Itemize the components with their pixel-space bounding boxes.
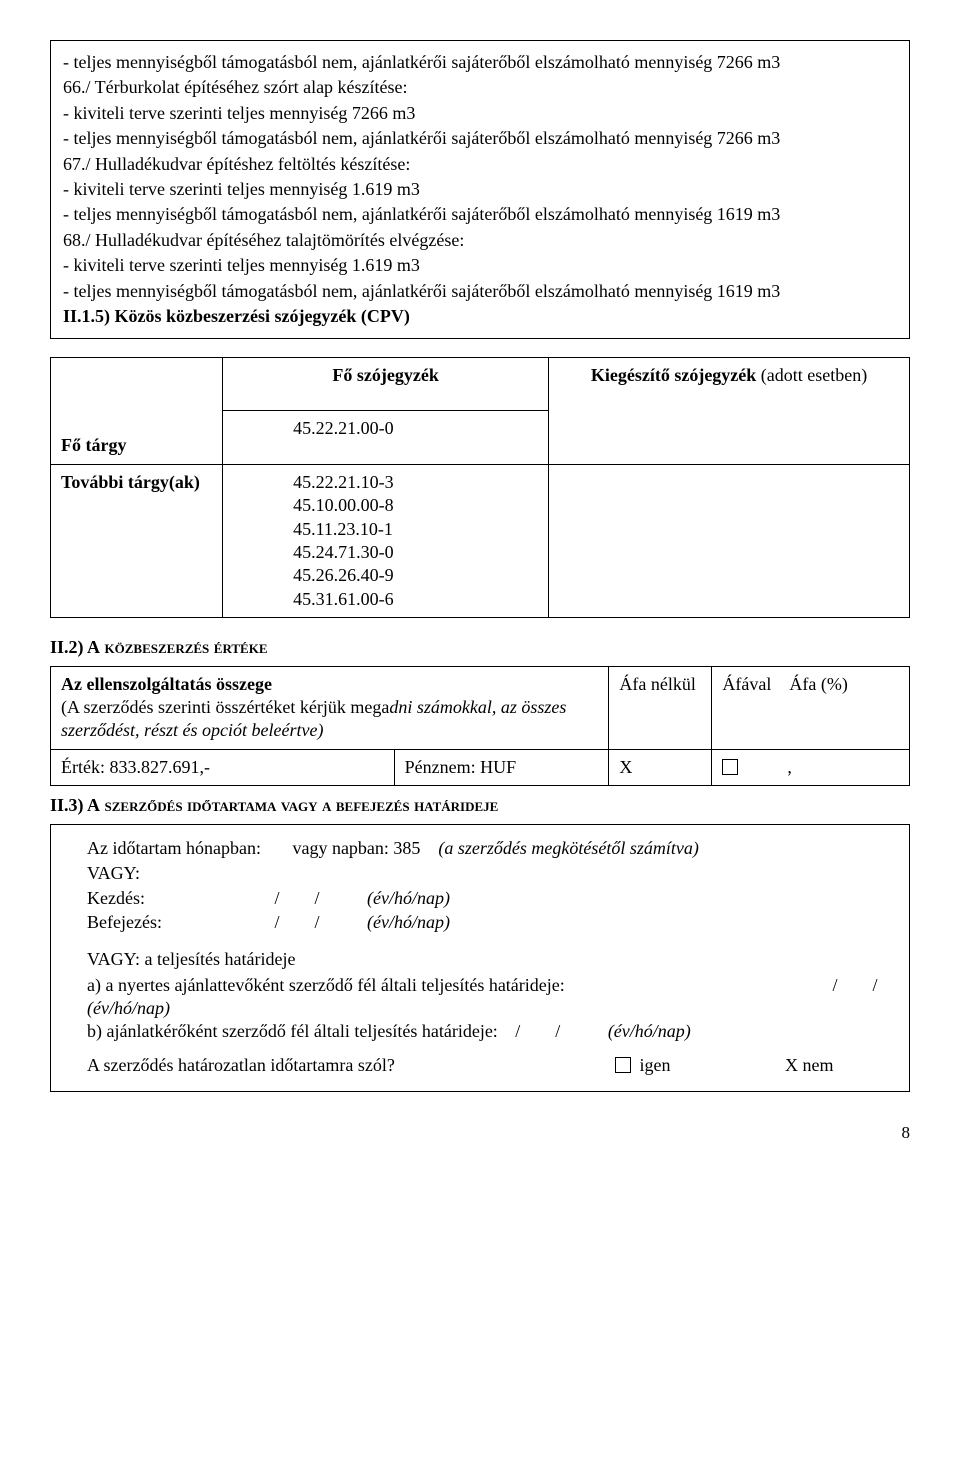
cpv-table: Fő tárgy Fő szójegyzék Kiegészítő szójeg…: [51, 358, 909, 617]
afa-nelkul-header: Áfa nélkül: [609, 666, 712, 749]
vagy2-label: VAGY: a teljesítés határideje: [87, 948, 895, 971]
duration-content: Az időtartam hónapban: vagy napban: 385 …: [87, 837, 895, 1078]
kezdes-row: Kezdés: / / (év/hó/nap): [87, 887, 895, 910]
section3-heading: II.3) A szerződés időtartama vagy a befe…: [50, 794, 910, 817]
checkbox-icon[interactable]: [615, 1057, 631, 1073]
value-afa-cell: ,: [712, 749, 910, 785]
description-box: - teljes mennyiségből támogatásból nem, …: [50, 40, 910, 339]
desc-line: - kiviteli terve szerinti teljes mennyis…: [63, 254, 897, 277]
value-currency: Pénznem: HUF: [394, 749, 609, 785]
cpv-header-main: Fő szójegyzék: [223, 358, 549, 411]
cpv-row1-value: 45.22.21.00-0: [223, 411, 549, 464]
section2-heading: II.2) A közbeszerzés értéke: [50, 636, 910, 659]
desc-line: - teljes mennyiségből támogatásból nem, …: [63, 280, 897, 303]
value-table: Az ellenszolgáltatás összege (A szerződé…: [50, 666, 910, 787]
desc-line: - teljes mennyiségből támogatásból nem, …: [63, 51, 897, 74]
cpv-heading: II.1.5) Közös közbeszerzési szójegyzék (…: [63, 305, 897, 328]
cpv-header-empty: Fő tárgy: [51, 358, 223, 464]
desc-line: - kiviteli terve szerinti teljes mennyis…: [63, 102, 897, 125]
cpv-row2-label: További tárgy(ak): [51, 464, 223, 617]
desc-line: - teljes mennyiségből támogatásból nem, …: [63, 203, 897, 226]
desc-line: - kiviteli terve szerinti teljes mennyis…: [63, 178, 897, 201]
duration-box: Az időtartam hónapban: vagy napban: 385 …: [50, 824, 910, 1093]
page-number: 8: [50, 1122, 910, 1144]
duration-line1: Az időtartam hónapban: vagy napban: 385 …: [87, 837, 895, 860]
cpv-row2-aux: [549, 464, 909, 617]
b-line-row: b) ajánlatkérőként szerződő fél általi t…: [87, 1020, 895, 1043]
cpv-row1-label: Fő tárgy: [61, 435, 126, 455]
a-line-row: a) a nyertes ajánlattevőként szerződő fé…: [87, 974, 895, 997]
desc-line: 67./ Hulladékudvar építéshez feltöltés k…: [63, 153, 897, 176]
final-question-row: A szerződés határozatlan időtartamra szó…: [87, 1054, 895, 1077]
cpv-row2-values: 45.22.21.10-3 45.10.00.00-8 45.11.23.10-…: [223, 464, 549, 617]
cpv-table-box: Fő tárgy Fő szójegyzék Kiegészítő szójeg…: [50, 357, 910, 618]
afa-header: Áfával Áfa (%): [712, 666, 910, 749]
value-x: X: [609, 749, 712, 785]
desc-line: 68./ Hulladékudvar építéséhez talajtömör…: [63, 229, 897, 252]
a-line-ev: (év/hó/nap): [87, 997, 895, 1020]
value-desc: Az ellenszolgáltatás összege (A szerződé…: [51, 666, 609, 749]
value-amount: Érték: 833.827.691,-: [51, 749, 395, 785]
desc-line: - teljes mennyiségből támogatásból nem, …: [63, 127, 897, 150]
vagy-label: VAGY:: [87, 862, 895, 885]
desc-line: 66./ Térburkolat építéséhez szórt alap k…: [63, 76, 897, 99]
checkbox-icon[interactable]: [722, 759, 738, 775]
befejezes-row: Befejezés: / / (év/hó/nap): [87, 911, 895, 934]
cpv-header-aux: Kiegészítő szójegyzék (adott esetben): [549, 358, 909, 464]
